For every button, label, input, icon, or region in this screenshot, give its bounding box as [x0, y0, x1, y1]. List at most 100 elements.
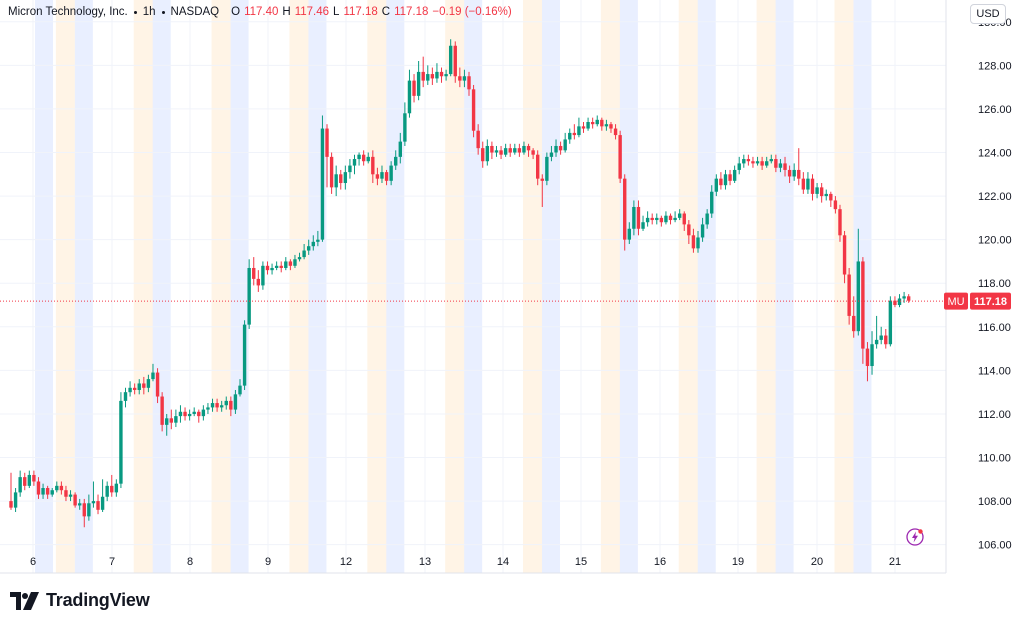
candle-body [307, 246, 311, 251]
candle [160, 392, 164, 432]
candle [119, 392, 123, 489]
tradingview-logo-icon [10, 591, 39, 610]
candle-body [517, 148, 522, 153]
candle-body [41, 488, 45, 495]
candle-body [746, 159, 751, 162]
candle [174, 409, 178, 428]
candle [279, 261, 283, 273]
candle [627, 222, 631, 245]
candle-body [448, 45, 453, 75]
candle [206, 403, 210, 414]
candle [723, 169, 728, 190]
candle-body [357, 154, 361, 160]
candle [503, 143, 508, 157]
candle-body [412, 80, 416, 96]
candle-body [760, 161, 764, 166]
pre-market-band [308, 0, 327, 573]
candle-body [261, 265, 265, 286]
candle-body [82, 503, 86, 517]
candle-body [682, 213, 686, 225]
symbol-legend: Micron Technology, Inc. 1h NASDAQ O 117.4… [8, 6, 512, 18]
candle [91, 481, 96, 508]
candle [444, 69, 448, 81]
candle [874, 315, 879, 349]
candle [210, 398, 215, 412]
candle [453, 41, 457, 83]
candle [769, 154, 773, 164]
lightning-icon[interactable] [906, 528, 924, 546]
candle [499, 145, 503, 160]
x-tick-label: 6 [30, 556, 36, 568]
candle [261, 261, 265, 290]
candle-body [540, 178, 544, 181]
candle [728, 169, 732, 186]
candle [645, 211, 650, 227]
y-axis: 106.00 108.00 110.00 112.00 114.00 116.00 118.… [978, 17, 1012, 552]
candle-body [577, 126, 581, 136]
x-axis: 6 7 8 9 12 13 14 15 16 19 20 21 [30, 556, 901, 568]
candle [682, 211, 686, 231]
candle-body [797, 169, 801, 179]
candle [581, 122, 586, 133]
candle-body [375, 174, 380, 179]
candle-body [114, 483, 119, 493]
candle-body [119, 400, 123, 484]
candle [352, 154, 357, 175]
candle-body [481, 148, 485, 162]
candle-body [732, 169, 737, 181]
candle-body [664, 215, 668, 223]
candle [316, 230, 320, 247]
candle [215, 398, 219, 412]
legend-interval[interactable]: 1h [142, 6, 156, 18]
candle [618, 130, 622, 184]
candle-body [467, 76, 471, 90]
candle-body [361, 154, 366, 162]
candle [114, 479, 119, 497]
candle [787, 165, 792, 184]
candle [416, 61, 421, 101]
tradingview-logo[interactable]: TradingView [10, 590, 150, 611]
pre-market-band [697, 0, 716, 573]
candle-body [311, 241, 315, 247]
candle [664, 211, 668, 225]
legend-name[interactable]: Micron Technology, Inc. [8, 6, 128, 18]
candle [238, 379, 242, 397]
candle-body [64, 490, 68, 497]
candle [82, 498, 86, 528]
candle [673, 211, 677, 223]
legend-close-label: C [381, 6, 391, 18]
candle-body [238, 385, 242, 395]
currency-button[interactable]: USD [970, 4, 1006, 24]
candle [178, 405, 183, 423]
candle [247, 259, 251, 329]
candle-body [384, 172, 389, 181]
candle-body [334, 174, 338, 188]
candle-body [618, 135, 622, 179]
candle [343, 165, 348, 190]
candle-body [728, 174, 732, 181]
candle [137, 379, 141, 395]
candle-body [128, 387, 132, 393]
candle [545, 152, 549, 186]
candle [659, 215, 664, 227]
candle-body [187, 413, 192, 417]
candle [742, 154, 746, 168]
candle [462, 69, 467, 88]
candle-body [50, 490, 54, 495]
candle-body [192, 411, 196, 414]
candle [810, 174, 815, 201]
x-tick-label: 15 [575, 556, 587, 568]
legend-high: 117.46 [294, 6, 330, 18]
candle-body [755, 161, 760, 164]
candle-body [155, 372, 160, 397]
candle [110, 474, 114, 497]
candle-body [36, 481, 41, 495]
candle-body [874, 339, 879, 345]
candle-body [893, 300, 897, 306]
candle-body [888, 300, 893, 345]
candle [311, 235, 315, 251]
legend-low: 117.18 [343, 6, 378, 18]
candle-body [59, 485, 64, 491]
